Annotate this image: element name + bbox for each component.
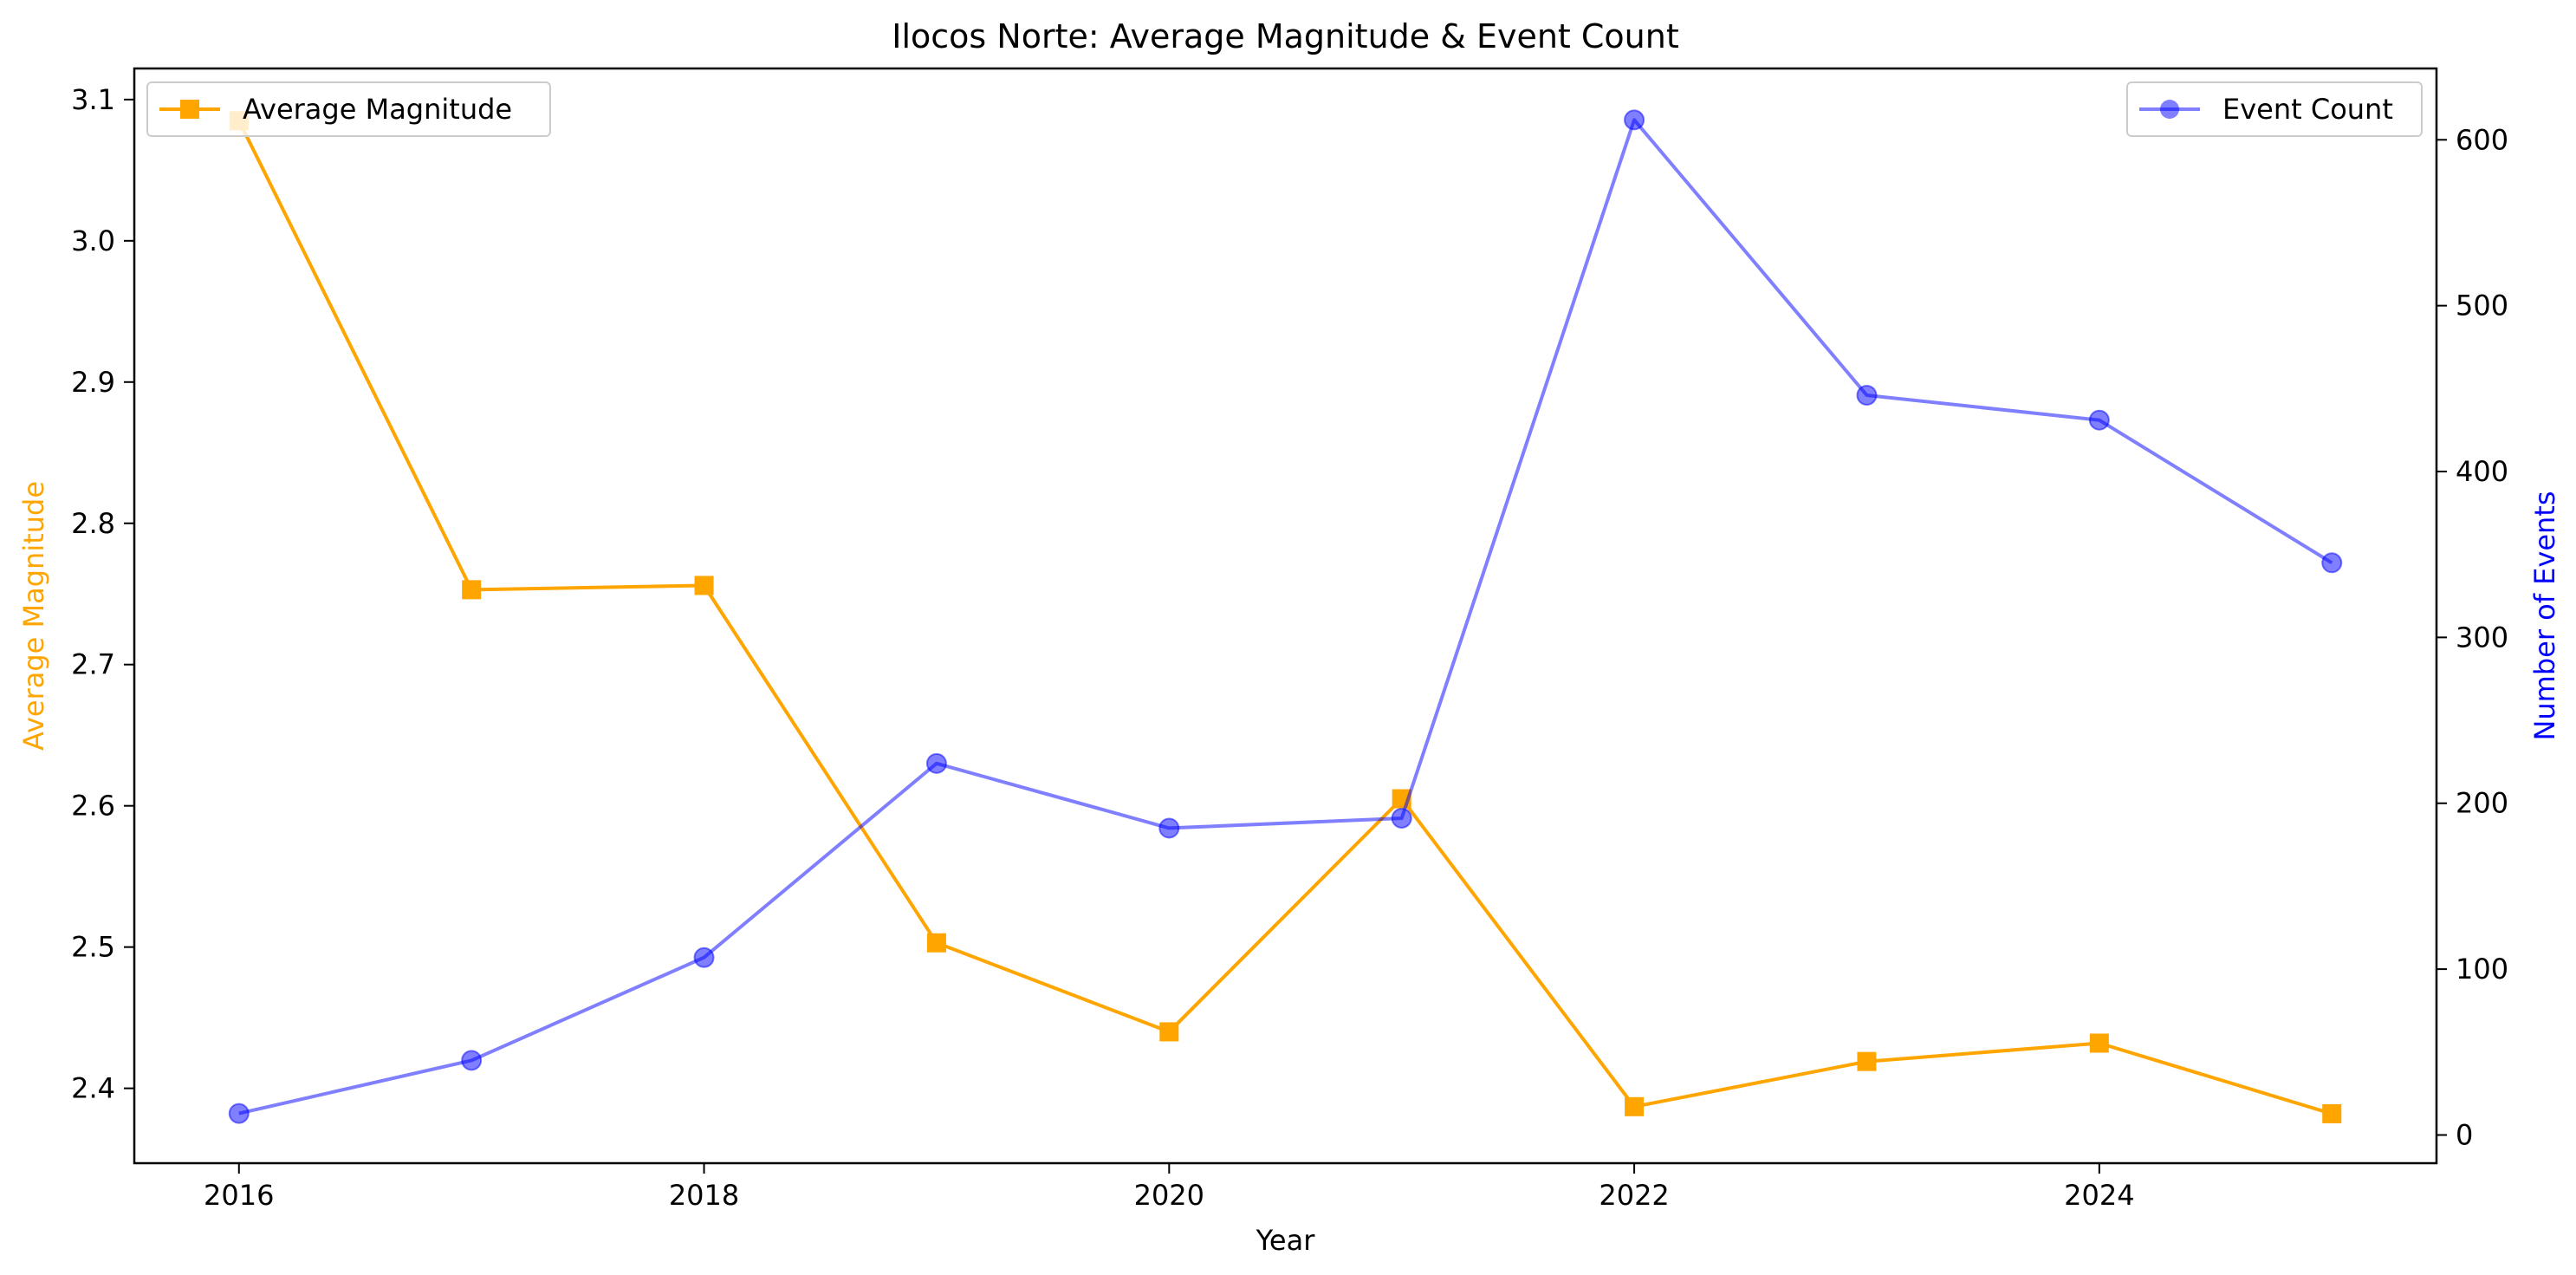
point-average-magnitude [694,576,714,595]
line-event-count [238,118,2333,1116]
left-y-tick-label: 3.1 [71,83,115,116]
left-y-tick-label: 3.0 [71,224,115,257]
legend-square-marker [180,100,199,119]
plot-area: 2016 2018 2020 2022 2024 2.4 2.5 2.6 2.7 2.8 2.9 3.… [71,67,2508,1212]
x-tick-label: 2024 [2064,1179,2134,1212]
point-average-magnitude [1625,1096,1645,1116]
point-event-count [1391,807,1412,829]
left-y-axis-label: Average Magnitude [17,481,50,751]
x-tick-label: 2020 [1134,1179,1204,1212]
left-y-tick-label: 2.9 [71,366,115,399]
series-event-count [228,109,2343,1124]
point-event-count [1158,817,1180,839]
x-axis-label: Year [1256,1224,1316,1257]
point-average-magnitude [1857,1051,1877,1071]
right-y-tick-label: 0 [2456,1118,2473,1151]
plot-frame [133,67,2438,1165]
right-y-tick-label: 200 [2456,787,2508,820]
point-event-count [2088,409,2110,431]
legend-label-event-count: Event Count [2222,93,2393,126]
legend-frame [146,81,551,137]
point-event-count [693,946,715,968]
point-average-magnitude [926,933,946,953]
x-tick-label: 2022 [1599,1179,1669,1212]
x-tick-label: 2016 [204,1179,274,1212]
right-y-tick-label: 600 [2456,123,2508,156]
point-average-magnitude [2322,1103,2342,1123]
line-average-magnitude [237,120,2333,1116]
point-event-count [1856,384,1878,406]
right-y-tick-label: 500 [2456,289,2508,322]
left-y-tick-label: 2.5 [71,931,115,964]
point-event-count [2321,552,2343,574]
legend-label-average-magnitude: Average Magnitude [243,93,512,126]
right-y-axis-label: Number of Events [2528,491,2561,740]
point-average-magnitude [2089,1033,2109,1053]
point-event-count [1624,109,1645,131]
left-y-tick-label: 2.7 [71,648,115,681]
right-y-tick-label: 400 [2456,455,2508,488]
point-event-count [228,1103,250,1124]
x-tick-label: 2018 [669,1179,739,1212]
point-event-count [461,1050,483,1071]
legend-event-count: Event Count [2126,81,2423,137]
legend-circle-marker [2160,100,2179,119]
point-event-count [925,752,947,774]
chart-title: Ilocos Norte: Average Magnitude & Event … [892,17,1679,55]
series-average-magnitude [229,111,2342,1123]
point-average-magnitude [1159,1022,1179,1042]
point-average-magnitude [462,580,482,600]
left-y-tick-label: 2.8 [71,507,115,540]
legend-average-magnitude: Average Magnitude [146,81,551,137]
right-y-tick-label: 100 [2456,953,2508,986]
right-y-tick-label: 300 [2456,621,2508,654]
legend-frame [2126,81,2423,137]
left-y-tick-label: 2.6 [71,790,115,823]
left-y-tick-label: 2.4 [71,1072,115,1105]
